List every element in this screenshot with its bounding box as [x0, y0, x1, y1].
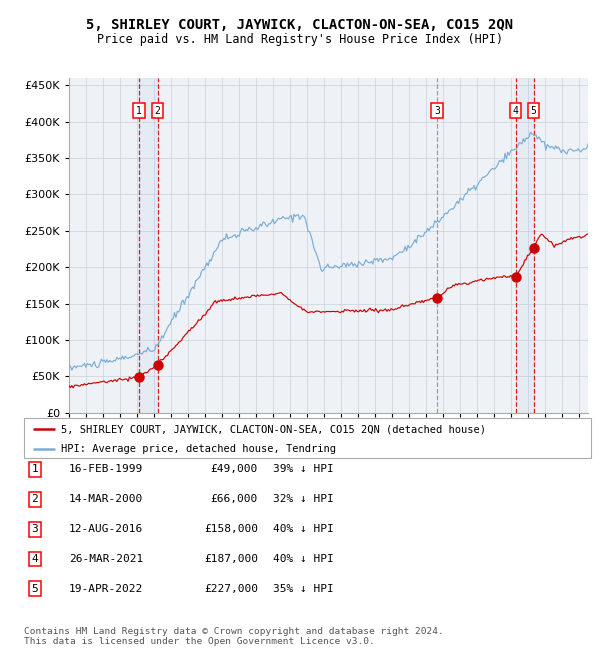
Text: Contains HM Land Registry data © Crown copyright and database right 2024.: Contains HM Land Registry data © Crown c…: [24, 627, 444, 636]
Text: £158,000: £158,000: [204, 524, 258, 534]
Text: 2: 2: [31, 494, 38, 504]
Text: HPI: Average price, detached house, Tendring: HPI: Average price, detached house, Tend…: [61, 445, 336, 454]
Text: £187,000: £187,000: [204, 554, 258, 564]
Text: 3: 3: [434, 106, 440, 116]
Text: This data is licensed under the Open Government Licence v3.0.: This data is licensed under the Open Gov…: [24, 637, 375, 646]
Text: 2: 2: [155, 106, 161, 116]
Text: 40% ↓ HPI: 40% ↓ HPI: [273, 554, 334, 564]
Text: 12-AUG-2016: 12-AUG-2016: [69, 524, 143, 534]
Text: Price paid vs. HM Land Registry's House Price Index (HPI): Price paid vs. HM Land Registry's House …: [97, 32, 503, 46]
Text: £49,000: £49,000: [211, 464, 258, 474]
Text: 40% ↓ HPI: 40% ↓ HPI: [273, 524, 334, 534]
Text: £66,000: £66,000: [211, 494, 258, 504]
Text: £227,000: £227,000: [204, 584, 258, 594]
FancyBboxPatch shape: [24, 418, 591, 458]
Text: 4: 4: [512, 106, 518, 116]
Text: 35% ↓ HPI: 35% ↓ HPI: [273, 584, 334, 594]
Text: 19-APR-2022: 19-APR-2022: [69, 584, 143, 594]
Text: 5: 5: [31, 584, 38, 594]
Text: 4: 4: [31, 554, 38, 564]
Text: 5, SHIRLEY COURT, JAYWICK, CLACTON-ON-SEA, CO15 2QN (detached house): 5, SHIRLEY COURT, JAYWICK, CLACTON-ON-SE…: [61, 424, 486, 434]
Text: 3: 3: [31, 524, 38, 534]
Text: 39% ↓ HPI: 39% ↓ HPI: [273, 464, 334, 474]
Bar: [139, 78, 158, 413]
Bar: [515, 78, 533, 413]
Text: 5: 5: [530, 106, 536, 116]
Text: 1: 1: [31, 464, 38, 474]
Text: 1: 1: [136, 106, 142, 116]
Text: 14-MAR-2000: 14-MAR-2000: [69, 494, 143, 504]
Text: 16-FEB-1999: 16-FEB-1999: [69, 464, 143, 474]
Text: 32% ↓ HPI: 32% ↓ HPI: [273, 494, 334, 504]
Text: 5, SHIRLEY COURT, JAYWICK, CLACTON-ON-SEA, CO15 2QN: 5, SHIRLEY COURT, JAYWICK, CLACTON-ON-SE…: [86, 18, 514, 32]
Text: 26-MAR-2021: 26-MAR-2021: [69, 554, 143, 564]
